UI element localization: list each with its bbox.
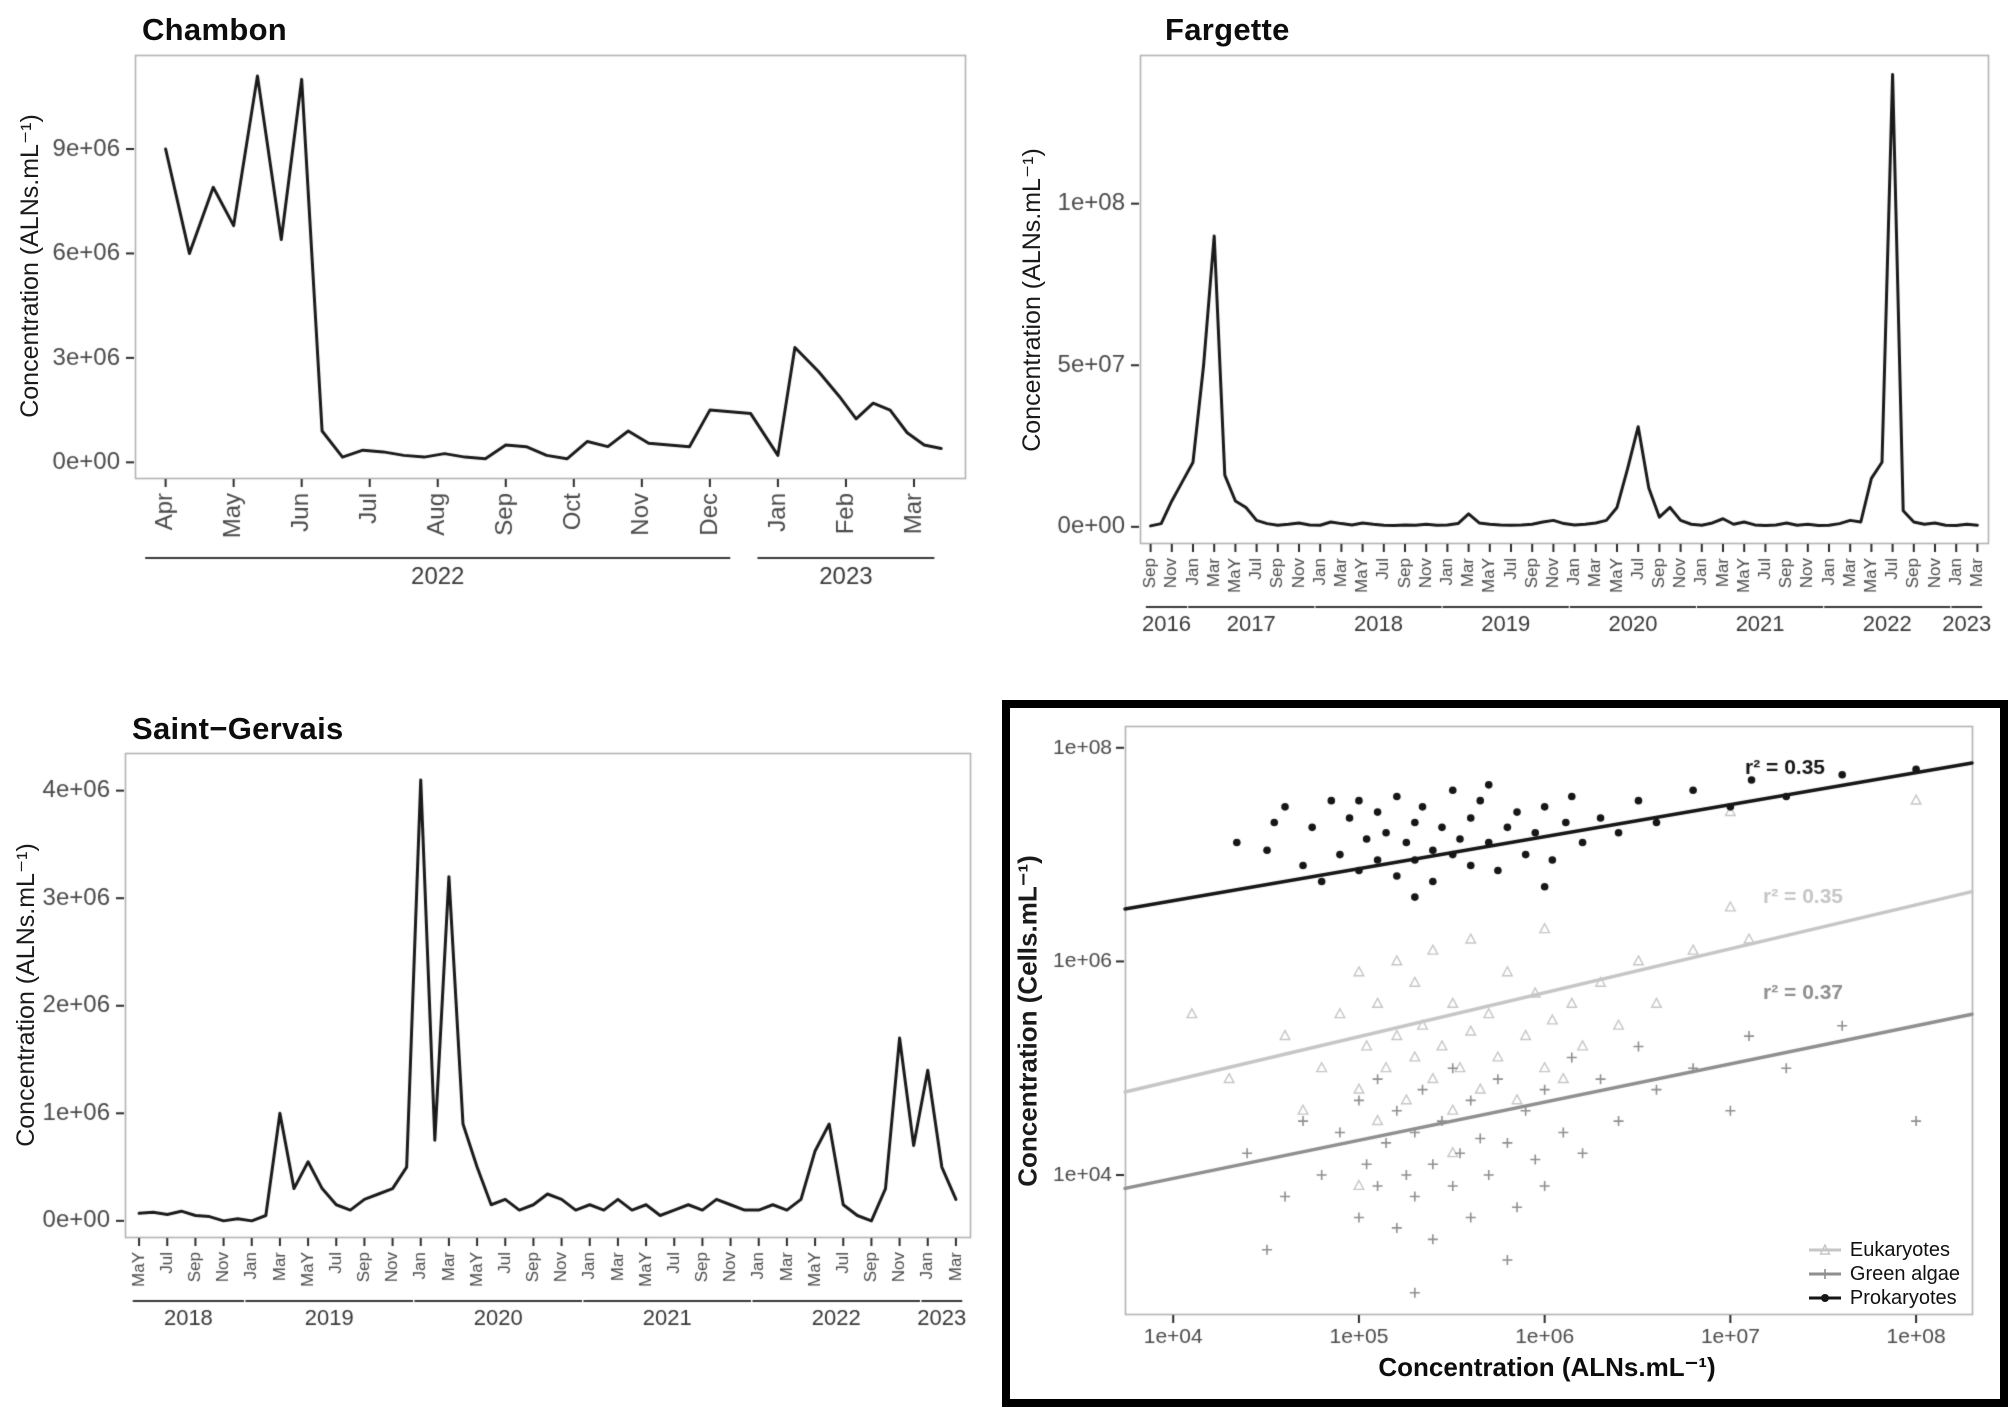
legend-item-green-algae: Green algae	[1808, 1262, 1960, 1285]
y-axis-label-fargette: Concentration (ALNs.mL⁻¹)	[1018, 148, 1046, 452]
chambon-line-chart	[0, 0, 1000, 703]
panel-fargette: Fargette Concentration (ALNs.mL⁻¹)	[1000, 0, 2008, 703]
legend-plus-icon	[1808, 1268, 1841, 1279]
correlation-scatter-chart	[1010, 708, 2000, 1399]
chart-title-fargette: Fargette	[1165, 12, 1290, 47]
x-axis-label-scatter: Concentration (ALNs.mL⁻¹)	[1378, 1352, 1716, 1382]
y-axis-label-saint-gervais: Concentration (ALNs.mL⁻¹)	[12, 843, 40, 1147]
legend-triangle-icon	[1808, 1242, 1841, 1255]
panel-chambon: Chambon Concentration (ALNs.mL⁻¹)	[0, 0, 1000, 703]
saint-gervais-line-chart	[0, 703, 1000, 1407]
fargette-line-chart	[1000, 0, 2008, 703]
chart-title-saint-gervais: Saint−Gervais	[132, 711, 344, 746]
panel-correlation-scatter: Concentration (Cells.mL⁻¹) Concentration…	[1002, 700, 2008, 1407]
panel-saint-gervais: Saint−Gervais Concentration (ALNs.mL⁻¹)	[0, 703, 1000, 1407]
legend-label: Green algae	[1849, 1262, 1960, 1285]
y-axis-label-chambon: Concentration (ALNs.mL⁻¹)	[16, 114, 44, 418]
legend-item-prokaryotes: Prokaryotes	[1808, 1286, 1960, 1309]
legend-label: Prokaryotes	[1849, 1286, 1957, 1309]
legend-item-eukaryotes: Eukaryotes	[1808, 1238, 1960, 1261]
chart-title-chambon: Chambon	[142, 12, 288, 47]
legend-circle-icon	[1808, 1293, 1841, 1302]
scatter-legend: Eukaryotes Green algae Prokaryotes	[1808, 1238, 1960, 1309]
y-axis-label-scatter: Concentration (Cells.mL⁻¹)	[1012, 855, 1043, 1187]
legend-label: Eukaryotes	[1849, 1238, 1950, 1261]
